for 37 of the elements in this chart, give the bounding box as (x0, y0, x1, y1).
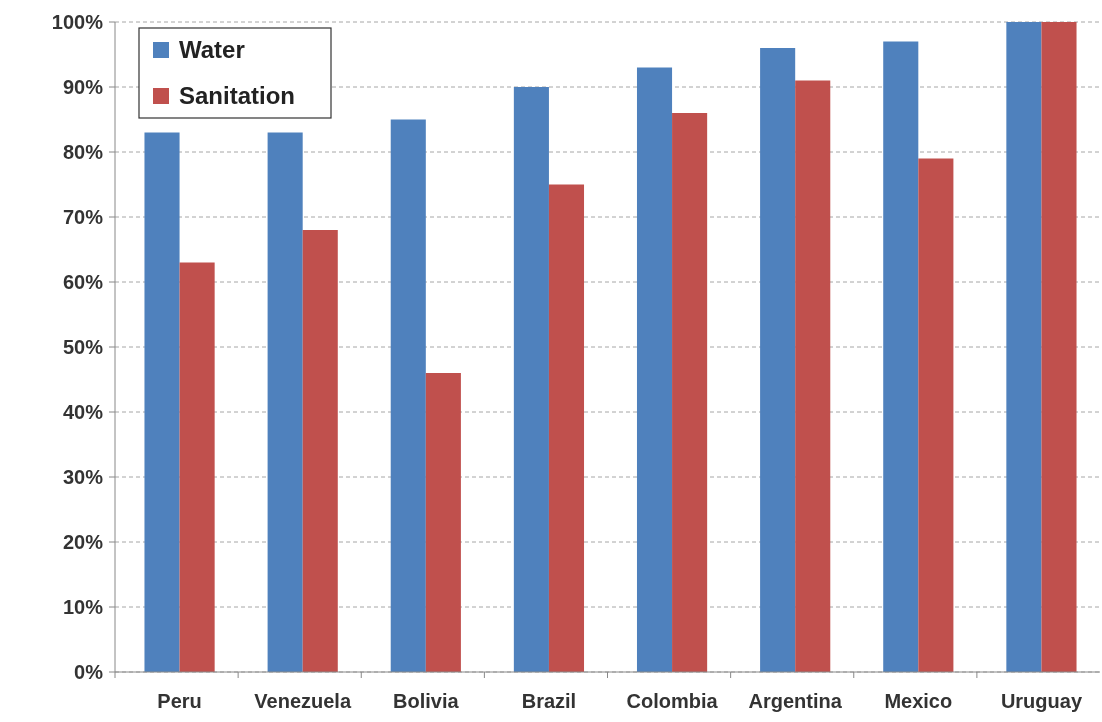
legend-label: Sanitation (179, 82, 296, 110)
legend-label: Water (179, 36, 245, 64)
x-tick-label: Uruguay (1000, 690, 1083, 712)
bar (672, 113, 708, 672)
bar (795, 80, 831, 672)
y-tick-label: 60% (62, 271, 104, 293)
bar (425, 373, 461, 672)
x-tick-label: Mexico (884, 690, 953, 712)
bar (548, 184, 585, 672)
y-tick-label: 30% (62, 466, 104, 488)
y-tick-label: 50% (62, 336, 104, 358)
bar (179, 262, 215, 672)
y-tick-label: 0% (74, 661, 104, 683)
bar (267, 132, 303, 672)
y-tick-label: 80% (62, 141, 104, 163)
bar (883, 41, 919, 672)
bar (144, 132, 180, 672)
y-tick-label: 100% (51, 11, 104, 33)
y-tick-label: 20% (62, 531, 104, 553)
x-tick-label: Peru (157, 690, 202, 712)
y-tick-label: 70% (62, 206, 104, 228)
bar (636, 67, 673, 672)
bar (918, 158, 954, 672)
bar (390, 119, 426, 672)
y-tick-label: 90% (62, 76, 104, 98)
x-tick-label: Colombia (626, 690, 719, 712)
bar (513, 87, 549, 672)
bar (1041, 22, 1077, 672)
x-tick-label: Bolivia (393, 690, 460, 712)
x-tick-label: Argentina (748, 690, 843, 712)
bar (760, 48, 796, 672)
x-tick-label: Venezuela (254, 690, 352, 712)
y-tick-label: 40% (62, 401, 104, 423)
x-tick-label: Brazil (521, 690, 577, 712)
bar (1006, 22, 1042, 672)
y-tick-label: 10% (62, 596, 104, 618)
bar (302, 230, 338, 672)
